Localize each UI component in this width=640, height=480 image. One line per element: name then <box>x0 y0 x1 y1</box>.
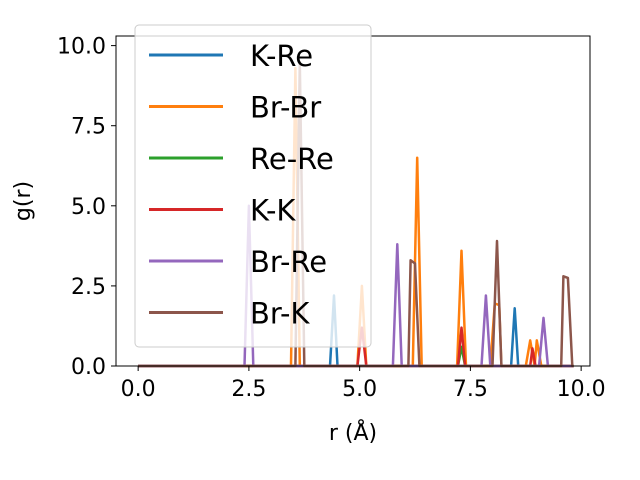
series-line-2 <box>138 345 574 368</box>
legend: K-Re Br-Br Re-Re K-K Br-Re Br-K <box>134 24 372 348</box>
x-tick-label: 7.5 <box>453 377 488 402</box>
x-axis: 0.0 2.5 5.0 7.5 10.0 <box>121 366 606 402</box>
y-tick-label: 5.0 <box>71 195 106 220</box>
x-tick-label: 10.0 <box>557 377 606 402</box>
legend-label: Re-Re <box>250 142 334 176</box>
legend-label: Br-K <box>250 297 310 331</box>
legend-label: Br-Re <box>250 245 327 279</box>
y-axis: 0.0 2.5 5.0 7.5 10.0 <box>57 35 116 380</box>
legend-label: Br-Br <box>250 91 321 125</box>
x-axis-label: r (Å) <box>329 419 377 446</box>
y-axis-label: g(r) <box>11 181 36 221</box>
y-tick-label: 10.0 <box>57 35 106 60</box>
y-tick-label: 2.5 <box>71 275 106 300</box>
x-tick-label: 5.0 <box>342 377 377 402</box>
legend-label: K-K <box>250 194 296 228</box>
y-tick-label: 7.5 <box>71 115 106 140</box>
legend-label: K-Re <box>250 39 313 73</box>
x-tick-label: 2.5 <box>231 377 266 402</box>
y-tick-label: 0.0 <box>71 355 106 380</box>
x-tick-label: 0.0 <box>121 377 156 402</box>
